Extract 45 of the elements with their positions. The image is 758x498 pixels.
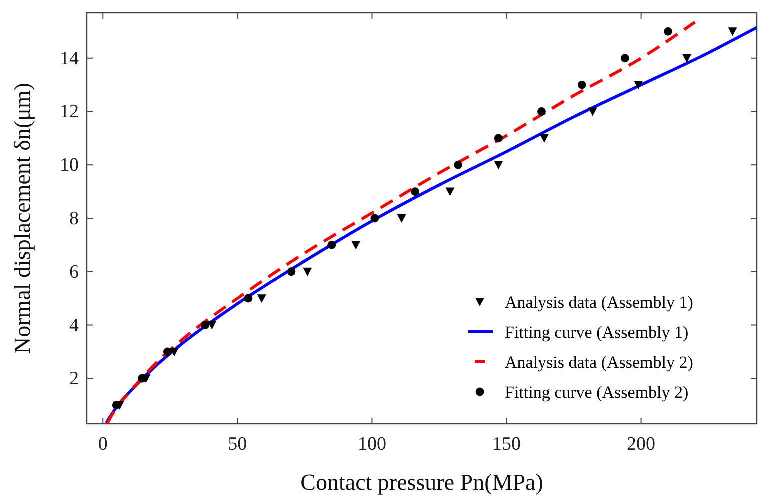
point	[634, 81, 644, 90]
point	[588, 108, 598, 116]
y-tick-label: 14	[60, 48, 80, 70]
point	[728, 28, 738, 36]
y-tick-label: 6	[70, 262, 79, 283]
point	[411, 188, 420, 196]
point	[538, 108, 546, 116]
x-axis-title: Contact pressure Pn(MPa)	[300, 470, 544, 495]
point	[682, 54, 692, 63]
point	[454, 160, 463, 170]
point	[540, 134, 549, 143]
legend-label: Fitting curve (Assembly 2)	[505, 383, 689, 402]
x-tick-label: 150	[492, 434, 522, 455]
point	[352, 241, 361, 250]
point	[397, 214, 406, 223]
point	[115, 401, 124, 410]
point	[494, 161, 504, 170]
point	[244, 294, 253, 303]
point	[578, 80, 586, 90]
point	[287, 268, 296, 276]
x-tick-label: 0	[98, 434, 108, 455]
point	[446, 188, 455, 196]
y-axis-title: Normal displacement δn(μm)	[10, 83, 35, 354]
y-tick-label: 8	[70, 208, 79, 230]
y-tick-label: 12	[60, 102, 79, 123]
legend-label: Analysis data (Assembly 1)	[505, 293, 694, 312]
y-tick-label: 2	[70, 368, 79, 390]
y-tick-label: 4	[70, 315, 80, 336]
x-tick-label: 50	[228, 434, 248, 455]
x-tick-label: 200	[627, 434, 656, 455]
point	[257, 294, 266, 304]
y-tick-label: 10	[60, 155, 79, 176]
point	[208, 321, 217, 330]
point	[620, 54, 630, 63]
point	[664, 27, 672, 36]
point	[370, 214, 380, 223]
x-tick-label: 100	[358, 434, 386, 455]
point	[164, 348, 172, 356]
point	[201, 321, 210, 330]
legend-label: Analysis data (Assembly 2)	[505, 353, 694, 372]
point	[494, 134, 503, 143]
point	[328, 240, 336, 250]
legend-label: Fitting curve (Assembly 1)	[505, 323, 689, 342]
point	[303, 268, 312, 276]
point	[170, 348, 179, 356]
